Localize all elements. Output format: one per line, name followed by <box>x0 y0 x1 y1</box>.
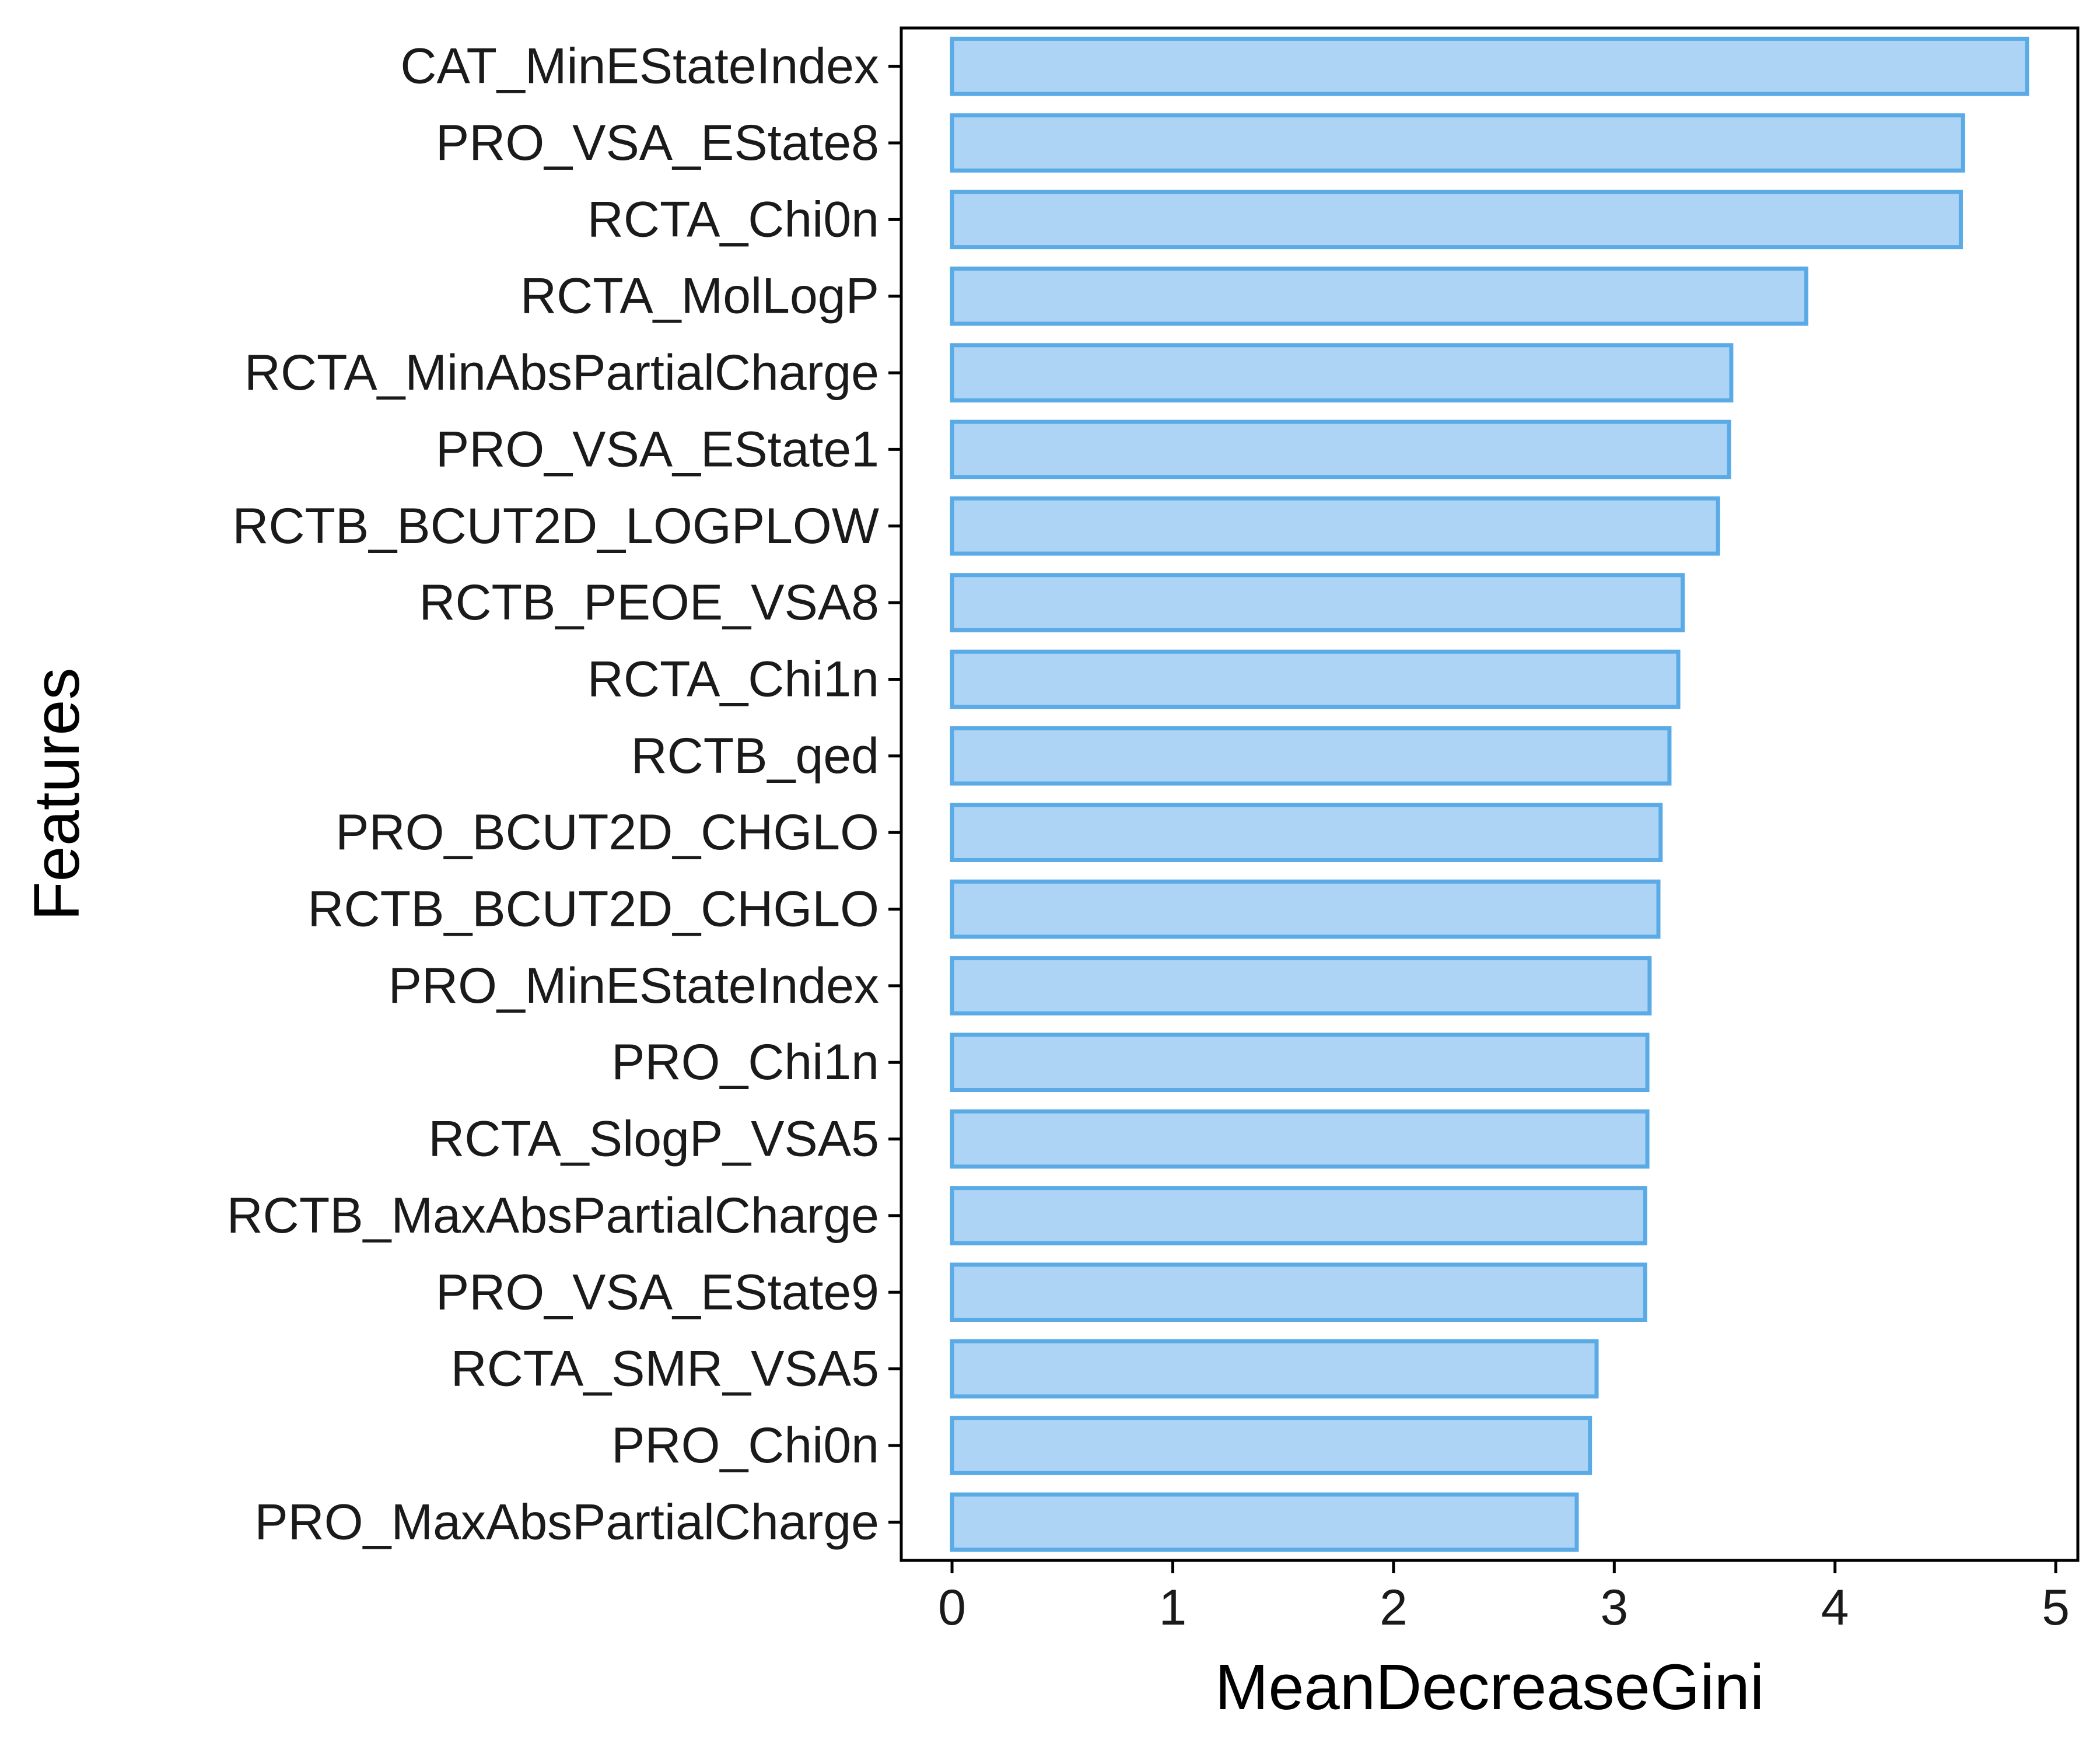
bar <box>950 36 2029 96</box>
x-axis-ticks: 0 1 2 3 4 5 <box>938 1560 2070 1636</box>
y-tick-label: RCTB_BCUT2D_CHGLO <box>307 881 879 937</box>
x-axis-title: MeanDecreaseGini <box>1215 1651 1765 1723</box>
y-axis-title: Features <box>21 667 93 921</box>
y-tick-label: RCTA_SlogP_VSA5 <box>428 1111 879 1167</box>
bar <box>950 496 1720 556</box>
bar <box>950 1032 1650 1093</box>
x-tick-label: 5 <box>2042 1580 2070 1636</box>
y-tick-label: RCTA_MolLogP <box>520 268 879 324</box>
bar <box>950 573 1685 632</box>
bar <box>950 1492 1579 1552</box>
bar <box>950 726 1672 786</box>
bar <box>950 190 1963 250</box>
y-axis-ticks: CAT_MinEStateIndex PRO_VSA_EState8 RCTA_Ch… <box>227 38 901 1550</box>
bar <box>950 1109 1650 1169</box>
y-tick-label: PRO_VSA_EState8 <box>436 115 879 171</box>
x-tick-label: 0 <box>938 1580 966 1636</box>
plot-frame <box>900 26 2080 1562</box>
y-tick-label: RCTA_Chi0n <box>587 191 879 247</box>
bar <box>950 343 1734 402</box>
y-tick-label: RCTA_Chi1n <box>587 651 879 707</box>
y-tick-label: PRO_BCUT2D_CHGLO <box>335 804 879 860</box>
y-tick-label: RCTA_SMR_VSA5 <box>451 1341 879 1397</box>
x-tick-label: 1 <box>1159 1580 1187 1636</box>
y-tick-label: PRO_MinEStateIndex <box>388 958 879 1014</box>
bar <box>950 1262 1647 1322</box>
y-tick-label: RCTB_MaxAbsPartialCharge <box>227 1188 879 1244</box>
bar <box>950 113 1965 173</box>
y-tick-label: RCTB_BCUT2D_LOGPLOW <box>232 498 879 554</box>
x-tick-label: 3 <box>1600 1580 1628 1636</box>
y-tick-label: PRO_VSA_EState1 <box>436 421 879 477</box>
bar <box>950 879 1661 939</box>
bars-group <box>950 36 2029 1552</box>
y-tick-label: RCTA_MinAbsPartialCharge <box>244 345 879 401</box>
y-tick-label: PRO_MaxAbsPartialCharge <box>254 1494 879 1550</box>
x-tick-label: 4 <box>1821 1580 1849 1636</box>
x-tick-label: 2 <box>1380 1580 1408 1636</box>
y-tick-label: RCTB_PEOE_VSA8 <box>419 575 879 631</box>
bar <box>950 649 1681 709</box>
bar <box>950 1186 1647 1245</box>
y-tick-label: RCTB_qed <box>631 728 879 784</box>
y-tick-label: CAT_MinEStateIndex <box>400 38 879 94</box>
bar <box>950 1339 1599 1399</box>
bar <box>950 266 1809 326</box>
bar <box>950 803 1663 862</box>
y-tick-label: PRO_Chi1n <box>611 1034 879 1090</box>
bar <box>950 1416 1592 1475</box>
bar <box>950 419 1731 480</box>
bar <box>950 956 1652 1016</box>
y-tick-label: PRO_VSA_EState9 <box>436 1264 879 1320</box>
y-tick-label: PRO_Chi0n <box>611 1418 879 1474</box>
